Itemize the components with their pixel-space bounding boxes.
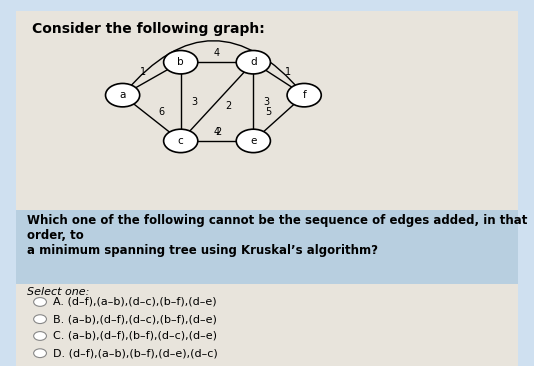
Text: 2: 2 <box>216 127 222 137</box>
Text: 1: 1 <box>285 67 291 77</box>
Text: 2: 2 <box>225 101 231 112</box>
Text: d: d <box>250 57 257 67</box>
Text: A. (d–f),(a–b),(d–c),(b–f),(d–e): A. (d–f),(a–b),(d–c),(b–f),(d–e) <box>53 297 217 307</box>
Text: 3: 3 <box>264 97 270 107</box>
Circle shape <box>163 129 198 153</box>
Text: c: c <box>178 136 184 146</box>
Text: 4: 4 <box>214 48 220 58</box>
Text: Consider the following graph:: Consider the following graph: <box>32 22 265 36</box>
Circle shape <box>106 83 140 107</box>
FancyBboxPatch shape <box>16 11 518 212</box>
FancyBboxPatch shape <box>16 210 518 285</box>
Circle shape <box>34 298 46 306</box>
Text: 4: 4 <box>214 127 220 137</box>
FancyBboxPatch shape <box>16 284 518 366</box>
FancyArrowPatch shape <box>124 41 302 93</box>
Circle shape <box>34 315 46 324</box>
Text: Which one of the following cannot be the sequence of edges added, in that order,: Which one of the following cannot be the… <box>27 214 527 257</box>
Circle shape <box>34 349 46 358</box>
Text: a: a <box>120 90 126 100</box>
Text: C. (a–b),(d–f),(b–f),(d–c),(d–e): C. (a–b),(d–f),(b–f),(d–c),(d–e) <box>53 331 217 341</box>
Text: 1: 1 <box>140 67 146 76</box>
Text: Select one:: Select one: <box>27 287 89 297</box>
Text: B. (a–b),(d–f),(d–c),(b–f),(d–e): B. (a–b),(d–f),(d–c),(b–f),(d–e) <box>53 314 217 324</box>
Text: 6: 6 <box>159 107 165 117</box>
Circle shape <box>34 332 46 340</box>
Circle shape <box>236 51 270 74</box>
Text: 5: 5 <box>265 108 271 117</box>
Circle shape <box>163 51 198 74</box>
Text: b: b <box>177 57 184 67</box>
Circle shape <box>287 83 321 107</box>
Text: e: e <box>250 136 256 146</box>
Circle shape <box>236 129 270 153</box>
Text: f: f <box>302 90 306 100</box>
Text: 3: 3 <box>191 97 197 107</box>
Text: D. (d–f),(a–b),(b–f),(d–e),(d–c): D. (d–f),(a–b),(b–f),(d–e),(d–c) <box>53 348 218 358</box>
